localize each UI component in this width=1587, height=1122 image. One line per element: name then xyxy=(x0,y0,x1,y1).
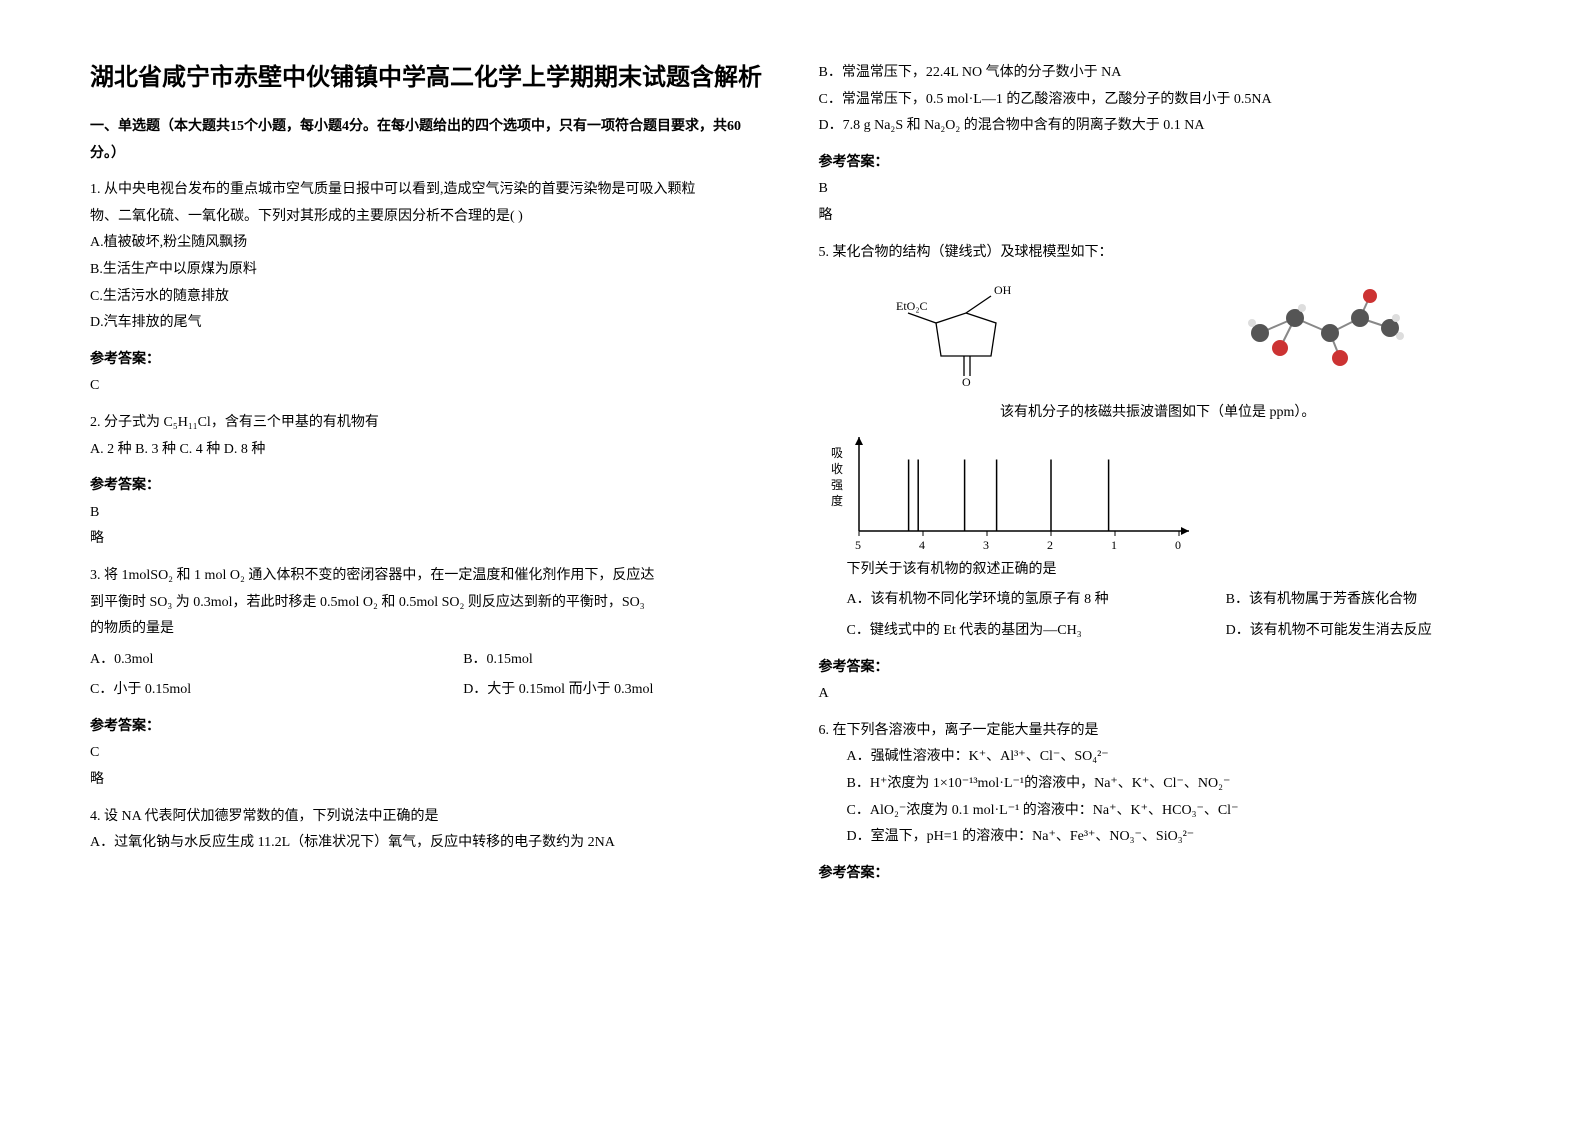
page-columns: 湖北省咸宁市赤壁中伙铺镇中学高二化学上学期期末试题含解析 一、单选题（本大题共1… xyxy=(90,60,1497,887)
q1-stem-line2: 物、二氧化硫、一氧化碳。下列对其形成的主要原因分析不合理的是( ) xyxy=(90,204,769,231)
q1-option-a: A.植被破坏,粉尘随风飘扬 xyxy=(90,230,769,257)
right-column: B．常温常压下，22.4L NO 气体的分子数小于 NA C．常温常压下，0.5… xyxy=(819,60,1498,887)
svg-text:度: 度 xyxy=(831,493,843,508)
q2-extra: 略 xyxy=(90,526,769,553)
q5-nmr-chart: 吸收强度 5 4 3 2 1 0 xyxy=(819,427,1498,557)
q4-answer-label: 参考答案： xyxy=(819,150,1498,177)
q1-answer-label: 参考答案： xyxy=(90,347,769,374)
q4-option-b: B．常温常压下，22.4L NO 气体的分子数小于 NA xyxy=(819,60,1498,87)
q3-option-d: D．大于 0.15mol 而小于 0.3mol xyxy=(463,677,768,704)
q3-row-ab: A．0.3mol B．0.15mol xyxy=(90,647,769,674)
q1-option-d: D.汽车排放的尾气 xyxy=(90,310,769,337)
q4-option-d: D．7.8 g Na₂S 和 Na₂O₂ 的混合物中含有的阴离子数大于 0.1 … xyxy=(819,113,1498,140)
q3-answer-label: 参考答案： xyxy=(90,714,769,741)
q5-bondline-svg: OH EtO₂C O xyxy=(896,278,1066,388)
svg-text:收: 收 xyxy=(831,462,843,476)
page-title: 湖北省咸宁市赤壁中伙铺镇中学高二化学上学期期末试题含解析 xyxy=(90,60,769,96)
question-2: 2. 分子式为 C₅H₁₁Cl，含有三个甲基的有机物有 A. 2 种 B. 3 … xyxy=(90,410,769,553)
q4-stem: 4. 设 NA 代表阿伏加德罗常数的值，下列说法中正确的是 xyxy=(90,804,769,831)
q6-option-b: B．H⁺浓度为 1×10⁻¹³mol·L⁻¹的溶液中，Na⁺、K⁺、Cl⁻、NO… xyxy=(847,771,1498,798)
q4-extra: 略 xyxy=(819,203,1498,230)
svg-text:4: 4 xyxy=(919,538,925,552)
q2-options: A. 2 种 B. 3 种 C. 4 种 D. 8 种 xyxy=(90,437,769,464)
q2-stem: 2. 分子式为 C₅H₁₁Cl，含有三个甲基的有机物有 xyxy=(90,410,769,437)
q5-option-d: D．该有机物不可能发生消去反应 xyxy=(1226,618,1497,645)
q1-stem-line1: 1. 从中央电视台发布的重点城市空气质量日报中可以看到,造成空气污染的首要污染物… xyxy=(90,177,769,204)
svg-text:2: 2 xyxy=(1047,538,1053,552)
q5-etoc-label: EtO₂C xyxy=(896,299,928,313)
q5-post-text: 下列关于该有机物的叙述正确的是 xyxy=(847,557,1498,584)
question-4: 4. 设 NA 代表阿伏加德罗常数的值，下列说法中正确的是 A．过氧化钠与水反应… xyxy=(90,804,769,857)
q5-answer-label: 参考答案： xyxy=(819,655,1498,682)
question-6: 6. 在下列各溶液中，离子一定能大量共存的是 A．强碱性溶液中：K⁺、Al³⁺、… xyxy=(819,718,1498,888)
q6-answer-label: 参考答案： xyxy=(819,861,1498,888)
q1-option-c: C.生活污水的随意排放 xyxy=(90,284,769,311)
question-1: 1. 从中央电视台发布的重点城市空气质量日报中可以看到,造成空气污染的首要污染物… xyxy=(90,177,769,400)
q3-option-c: C．小于 0.15mol xyxy=(90,677,191,704)
svg-text:强: 强 xyxy=(831,478,843,492)
q4-option-a: A．过氧化钠与水反应生成 11.2L（标准状况下）氧气，反应中转移的电子数约为 … xyxy=(90,830,769,857)
q5-option-a: A．该有机物不同化学环境的氢原子有 8 种 xyxy=(847,587,1109,614)
q6-option-d: D．室温下，pH=1 的溶液中：Na⁺、Fe³⁺、NO₃⁻、SiO₃²⁻ xyxy=(847,824,1498,851)
q5-row-cd: C．键线式中的 Et 代表的基团为—CH₃ D．该有机物不可能发生消去反应 xyxy=(819,618,1498,645)
q6-stem: 6. 在下列各溶液中，离子一定能大量共存的是 xyxy=(819,718,1498,745)
q3-stem-line3: 的物质的量是 xyxy=(90,616,769,643)
q6-option-c: C．AlO₂⁻浓度为 0.1 mol·L⁻¹ 的溶液中：Na⁺、K⁺、HCO₃⁻… xyxy=(847,798,1498,825)
q2-answer: B xyxy=(90,500,769,527)
q5-o-label: O xyxy=(962,375,971,388)
q1-answer: C xyxy=(90,373,769,400)
q3-option-a: A．0.3mol xyxy=(90,647,153,674)
q4-answer: B xyxy=(819,176,1498,203)
q5-answer: A xyxy=(819,681,1498,708)
q3-row-cd: C．小于 0.15mol D．大于 0.15mol 而小于 0.3mol xyxy=(90,677,769,704)
q3-answer: C xyxy=(90,740,769,767)
nmr-svg: 吸收强度 5 4 3 2 1 0 xyxy=(819,427,1199,557)
q5-mid-text: 该有机分子的核磁共振波谱图如下（单位是 ppm）。 xyxy=(819,400,1498,427)
svg-text:吸: 吸 xyxy=(831,446,843,460)
q5-option-b: B．该有机物属于芳香族化合物 xyxy=(1226,587,1497,614)
q4-option-c: C．常温常压下，0.5 mol·L—1 的乙酸溶液中，乙酸分子的数目小于 0.5… xyxy=(819,87,1498,114)
q3-option-b: B．0.15mol xyxy=(463,647,768,674)
q5-row-ab: A．该有机物不同化学环境的氢原子有 8 种 B．该有机物属于芳香族化合物 xyxy=(819,587,1498,614)
svg-text:5: 5 xyxy=(855,538,861,552)
svg-text:1: 1 xyxy=(1111,538,1117,552)
q5-ballstick-svg xyxy=(1220,278,1420,388)
q5-option-c: C．键线式中的 Et 代表的基团为—CH₃ xyxy=(847,618,1082,645)
q5-oh-label: OH xyxy=(994,283,1012,297)
question-3: 3. 将 1molSO₂ 和 1 mol O₂ 通入体积不变的密闭容器中，在一定… xyxy=(90,563,769,794)
left-column: 湖北省咸宁市赤壁中伙铺镇中学高二化学上学期期末试题含解析 一、单选题（本大题共1… xyxy=(90,60,769,887)
q3-stem-line1: 3. 将 1molSO₂ 和 1 mol O₂ 通入体积不变的密闭容器中，在一定… xyxy=(90,563,769,590)
section-heading: 一、单选题（本大题共15个小题，每小题4分。在每小题给出的四个选项中，只有一项符… xyxy=(90,114,769,167)
q3-stem-line2: 到平衡时 SO₃ 为 0.3mol，若此时移走 0.5mol O₂ 和 0.5m… xyxy=(90,590,769,617)
q5-structure-row: OH EtO₂C O xyxy=(819,278,1498,388)
svg-text:0: 0 xyxy=(1175,538,1181,552)
q1-option-b: B.生活生产中以原煤为原料 xyxy=(90,257,769,284)
q2-answer-label: 参考答案： xyxy=(90,473,769,500)
q5-stem: 5. 某化合物的结构（键线式）及球棍模型如下： xyxy=(819,240,1498,267)
q6-option-a: A．强碱性溶液中：K⁺、Al³⁺、Cl⁻、SO₄²⁻ xyxy=(847,744,1498,771)
q3-extra: 略 xyxy=(90,767,769,794)
question-5: 5. 某化合物的结构（键线式）及球棍模型如下： OH EtO₂C O xyxy=(819,240,1498,708)
svg-text:3: 3 xyxy=(983,538,989,552)
